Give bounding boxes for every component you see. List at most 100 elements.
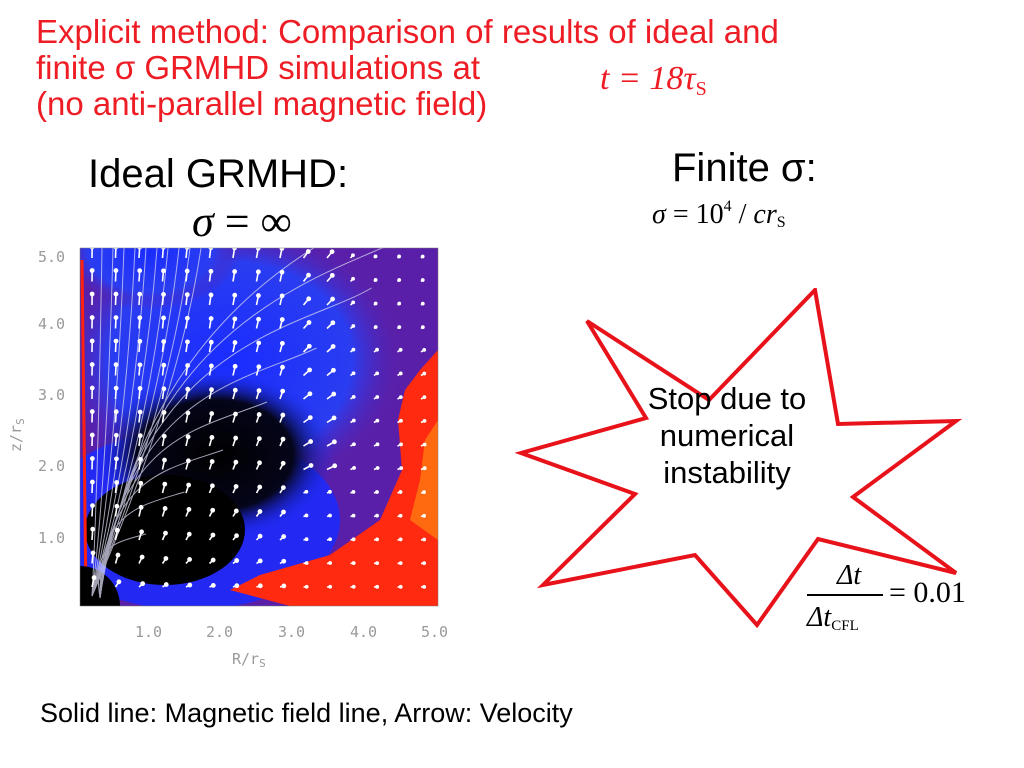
finite-sigma-heading: Finite σ:	[672, 146, 817, 190]
velocity-arrow-head	[89, 456, 95, 461]
velocity-arrow-head	[306, 320, 312, 325]
velocity-arrow-head	[113, 409, 119, 415]
velocity-arrow-head	[186, 531, 192, 537]
velocity-arrow-head	[114, 456, 119, 462]
velocity-arrow-head	[331, 367, 336, 373]
field-line	[99, 248, 384, 599]
velocity-arrow-head	[328, 513, 332, 518]
velocity-arrow-head	[331, 391, 337, 397]
velocity-arrow-head	[137, 362, 143, 368]
velocity-arrow-head	[89, 385, 95, 391]
velocity-arrow-head	[162, 457, 167, 463]
velocity-arrow-head	[257, 583, 263, 589]
velocity-arrow-head	[281, 558, 287, 564]
field-line	[91, 248, 180, 597]
velocity-arrow-head	[209, 435, 215, 440]
velocity-arrow-head	[210, 557, 216, 563]
velocity-arrow-head	[255, 269, 261, 275]
velocity-arrow-head	[90, 526, 96, 532]
y-tick-4: 4.0	[38, 315, 65, 333]
ratio-value: = 0.01	[889, 576, 966, 609]
velocity-arrow-head	[208, 268, 214, 274]
velocity-arrow-head	[375, 371, 380, 376]
velocity-arrow-head	[114, 503, 120, 509]
velocity-arrow-head	[281, 534, 287, 539]
velocity-arrow-head	[398, 395, 403, 399]
velocity-arrow-head	[351, 490, 356, 494]
velocity-arrow-head	[351, 561, 356, 565]
y-tick-3: 3.0	[38, 386, 65, 404]
velocity-arrow-head	[209, 387, 214, 393]
velocity-arrow-head	[373, 278, 378, 282]
velocity-arrow-head	[351, 371, 356, 376]
velocity-arrow-head	[398, 490, 403, 494]
starburst-outline	[515, 288, 963, 628]
velocity-arrow-head	[351, 584, 356, 589]
velocity-arrow-head	[137, 409, 143, 415]
velocity-arrow-head	[138, 457, 143, 462]
velocity-arrow-head	[257, 460, 262, 466]
velocity-arrow-head	[422, 513, 426, 518]
velocity-arrows	[89, 248, 427, 589]
sigma-finite-equation: σ = 104 / crS	[652, 198, 786, 231]
velocity-arrow-head	[420, 301, 425, 306]
velocity-arrow-head	[185, 458, 191, 464]
x-tick-5: 5.0	[421, 623, 448, 641]
velocity-arrow-head	[281, 583, 287, 589]
svg-text:z/rS: z/rS	[7, 418, 27, 452]
field-line	[91, 248, 136, 597]
velocity-arrow-head	[233, 508, 239, 514]
velocity-arrow-head	[137, 268, 143, 274]
velocity-arrow-head	[375, 442, 380, 447]
velocity-arrow-head	[398, 371, 403, 376]
field-line	[91, 248, 158, 597]
velocity-arrow-head	[375, 537, 380, 542]
velocity-arrow-head	[208, 316, 214, 321]
velocity-arrow-head	[161, 433, 167, 439]
title-line-2: finite σ GRMHD simulations at	[36, 49, 480, 86]
y-tick-2: 2.0	[38, 457, 65, 475]
velocity-arrow-head	[422, 348, 427, 352]
velocity-arrow-head	[161, 248, 166, 250]
velocity-arrow-head	[281, 509, 286, 515]
velocity-arrow-head	[351, 276, 355, 281]
velocity-arrow-head	[163, 530, 168, 536]
velocity-arrow-head	[161, 362, 167, 368]
sigma-infinity-equation: σ = ∞	[192, 197, 292, 246]
velocity-arrow-head	[208, 339, 214, 345]
ideal-grmhd-heading: Ideal GRMHD:	[88, 152, 349, 196]
velocity-arrow-head	[306, 296, 312, 302]
velocity-arrow-head	[187, 582, 193, 588]
velocity-arrow-head	[280, 412, 286, 418]
velocity-arrow-head	[422, 371, 427, 376]
velocity-arrow-head	[304, 584, 309, 589]
velocity-arrow-head	[397, 325, 402, 330]
velocity-arrow-head	[307, 391, 313, 397]
velocity-arrow-head	[307, 367, 313, 373]
velocity-arrow-head	[328, 584, 333, 589]
velocity-arrow-head	[257, 558, 263, 564]
red-region	[230, 350, 438, 606]
velocity-arrow-head	[256, 364, 262, 370]
velocity-arrow-head	[422, 442, 427, 447]
velocity-arrow-head	[351, 513, 356, 518]
message-line-2: numerical	[659, 418, 795, 453]
velocity-arrow-head	[113, 338, 119, 344]
velocity-arrow-head	[308, 463, 314, 468]
velocity-arrow-head	[210, 583, 216, 588]
velocity-arrow-head	[373, 325, 378, 329]
velocity-arrow-head	[113, 362, 119, 368]
velocity-arrow-head	[375, 418, 380, 423]
blue-region-top	[80, 248, 240, 310]
velocity-arrow-head	[351, 347, 356, 352]
velocity-arrow-head	[279, 248, 285, 251]
velocity-arrow-head	[208, 363, 214, 369]
velocity-arrow-head	[256, 340, 262, 346]
velocity-arrow-head	[330, 344, 336, 349]
velocity-arrow-head	[89, 268, 95, 273]
velocity-arrow-head	[331, 415, 337, 421]
time-expression: t = 18τS	[600, 60, 707, 100]
velocity-arrow-head	[186, 482, 192, 488]
velocity-arrow-head	[91, 575, 97, 581]
x-tick-3: 3.0	[278, 623, 305, 641]
